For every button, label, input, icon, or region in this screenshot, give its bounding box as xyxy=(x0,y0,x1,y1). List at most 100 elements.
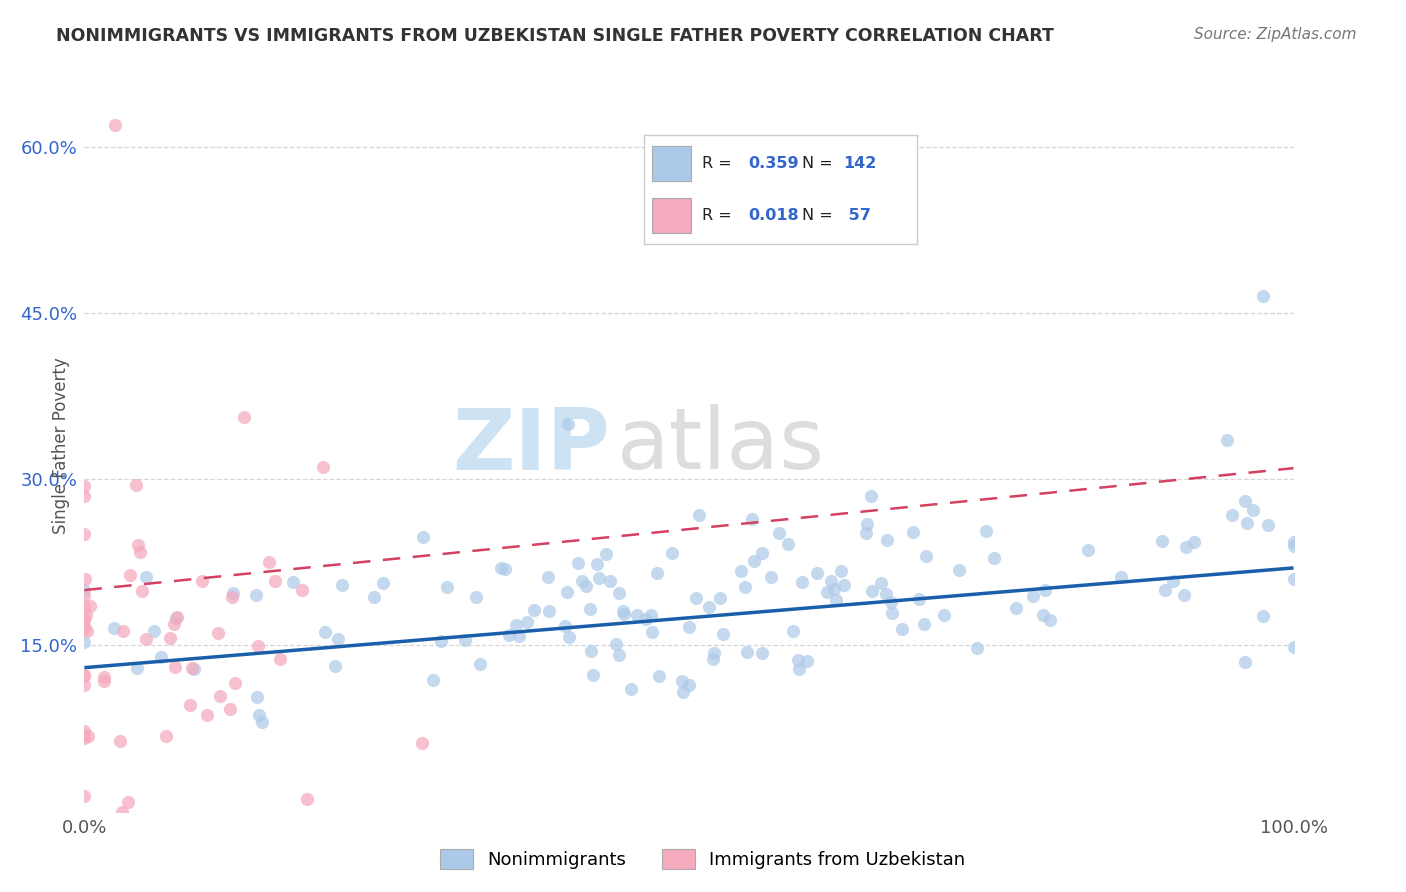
Point xyxy=(671,674,693,689)
Point xyxy=(581,668,603,682)
Point xyxy=(93,670,115,684)
Point xyxy=(640,607,662,622)
Point xyxy=(468,657,491,672)
Point xyxy=(641,625,664,640)
Point xyxy=(730,565,752,579)
Point xyxy=(125,660,148,674)
Point xyxy=(713,626,735,640)
Point xyxy=(948,563,970,577)
Point xyxy=(1253,289,1275,303)
Point xyxy=(789,662,811,676)
Point xyxy=(620,682,643,697)
Point xyxy=(297,791,319,805)
Point xyxy=(1282,572,1305,586)
Point xyxy=(73,724,96,739)
Point xyxy=(73,479,96,493)
Point xyxy=(311,460,333,475)
Point xyxy=(645,566,668,581)
Point xyxy=(782,624,804,639)
Point xyxy=(966,640,988,655)
Point xyxy=(908,591,931,606)
Point xyxy=(166,610,188,624)
Point xyxy=(558,630,581,644)
Point xyxy=(73,635,96,649)
Point xyxy=(264,574,287,588)
Point xyxy=(983,550,1005,565)
Point xyxy=(735,645,758,659)
Point xyxy=(806,566,828,580)
Point xyxy=(768,525,790,540)
Point xyxy=(1039,613,1062,627)
Point xyxy=(607,648,630,662)
Point xyxy=(491,561,513,575)
Point xyxy=(104,118,127,132)
Point xyxy=(599,574,621,588)
Point xyxy=(411,736,433,750)
Point xyxy=(73,613,96,627)
Text: R =: R = xyxy=(702,209,737,223)
Point xyxy=(108,734,131,748)
FancyBboxPatch shape xyxy=(652,198,690,234)
Point xyxy=(76,624,98,638)
Point xyxy=(1161,574,1184,588)
Point xyxy=(75,572,97,586)
Point xyxy=(537,569,560,583)
Point xyxy=(412,530,434,544)
Point xyxy=(508,629,530,643)
Point xyxy=(586,557,609,571)
Point xyxy=(678,678,700,692)
Point xyxy=(1233,655,1256,669)
Point xyxy=(73,678,96,692)
Point xyxy=(250,715,273,730)
Point xyxy=(1220,508,1243,523)
Point xyxy=(523,603,546,617)
Point xyxy=(73,623,96,637)
Point xyxy=(128,544,150,558)
Point xyxy=(191,574,214,588)
Point xyxy=(555,585,578,599)
Text: 142: 142 xyxy=(844,155,876,170)
Point xyxy=(1282,640,1305,655)
Point xyxy=(73,731,96,745)
Point xyxy=(742,554,765,568)
Point xyxy=(125,478,148,492)
Point xyxy=(465,590,488,604)
Point xyxy=(291,583,314,598)
Point xyxy=(976,524,998,538)
Text: N =: N = xyxy=(803,209,838,223)
Point xyxy=(165,611,187,625)
FancyBboxPatch shape xyxy=(652,145,690,181)
Point xyxy=(792,574,814,589)
Point xyxy=(326,632,349,647)
Point xyxy=(825,593,848,607)
Point xyxy=(830,564,852,578)
Point xyxy=(607,585,630,599)
Point xyxy=(890,622,912,636)
Point xyxy=(1251,609,1274,624)
Point xyxy=(222,586,245,600)
Point xyxy=(73,789,96,804)
Y-axis label: Single Father Poverty: Single Father Poverty xyxy=(52,358,70,534)
Point xyxy=(776,537,799,551)
Point xyxy=(860,584,883,599)
Point xyxy=(1174,540,1197,554)
Point xyxy=(875,587,897,601)
Point xyxy=(832,578,855,592)
Text: Source: ZipAtlas.com: Source: ZipAtlas.com xyxy=(1194,27,1357,42)
Point xyxy=(103,622,125,636)
Point xyxy=(247,639,270,653)
Point xyxy=(143,624,166,639)
Point xyxy=(505,618,527,632)
Point xyxy=(751,646,773,660)
Point xyxy=(557,417,579,431)
Point xyxy=(1257,517,1279,532)
Point xyxy=(685,591,707,605)
Point xyxy=(538,604,561,618)
Point xyxy=(135,570,157,584)
Text: atlas: atlas xyxy=(616,404,824,488)
Point xyxy=(914,549,936,563)
Point xyxy=(363,591,385,605)
Point xyxy=(1033,582,1056,597)
Point xyxy=(934,607,956,622)
Point xyxy=(786,653,808,667)
